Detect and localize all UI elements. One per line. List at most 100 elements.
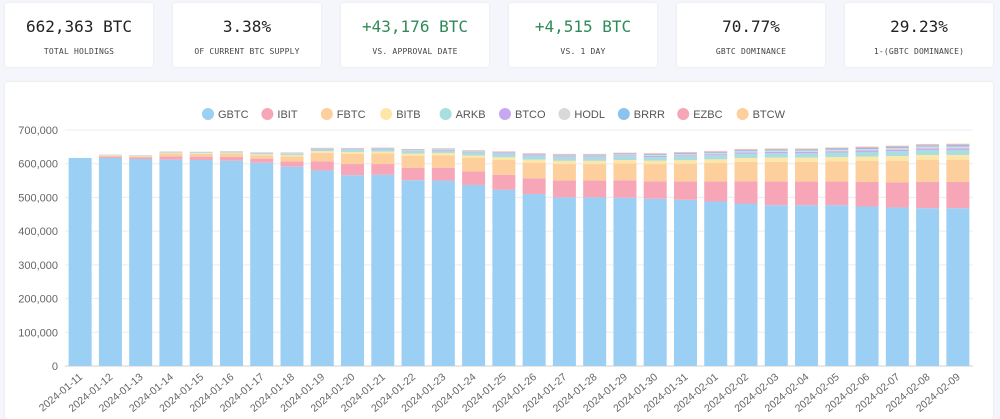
bar-segment-brrr[interactable]: [825, 148, 849, 150]
bar-segment-bitb[interactable]: [341, 151, 365, 154]
bar-segment-btco[interactable]: [916, 148, 940, 150]
bar-segment-ezbc[interactable]: [885, 145, 909, 147]
bar-segment-brrr[interactable]: [431, 148, 455, 150]
bar-segment-gbtc[interactable]: [704, 201, 728, 366]
bar-segment-btco[interactable]: [492, 153, 516, 155]
legend-label-brrr[interactable]: BRRR: [634, 109, 665, 121]
bar-segment-hodl[interactable]: [916, 146, 940, 149]
legend-label-gbtc[interactable]: GBTC: [218, 109, 249, 121]
bar-segment-arkb[interactable]: [462, 152, 486, 156]
legend-label-ezbc[interactable]: EZBC: [693, 109, 722, 121]
bar-segment-fbtc[interactable]: [431, 155, 455, 168]
bar-segment-hodl[interactable]: [795, 150, 819, 152]
bar-segment-fbtc[interactable]: [734, 162, 758, 182]
bar-segment-ibit[interactable]: [431, 167, 455, 181]
bar-segment-gbtc[interactable]: [68, 157, 92, 366]
legend-swatch[interactable]: [499, 108, 511, 120]
bar-segment-arkb[interactable]: [946, 149, 970, 155]
bar-segment-arkb[interactable]: [916, 149, 940, 155]
bar-segment-brrr[interactable]: [583, 154, 607, 156]
bar-segment-gbtc[interactable]: [825, 205, 849, 366]
bar-segment-ezbc[interactable]: [764, 148, 788, 150]
bar-segment-ezbc[interactable]: [734, 149, 758, 151]
legend-label-bitb[interactable]: BITB: [396, 109, 420, 121]
bar-segment-arkb[interactable]: [250, 153, 274, 155]
bar-segment-ezbc[interactable]: [643, 153, 667, 154]
bar-segment-hodl[interactable]: [341, 148, 365, 150]
bar-segment-hodl[interactable]: [946, 146, 970, 149]
bar-segment-gbtc[interactable]: [310, 170, 334, 366]
bar-segment-gbtc[interactable]: [431, 180, 455, 366]
bar-segment-arkb[interactable]: [885, 151, 909, 157]
bar-segment-ibit[interactable]: [885, 182, 909, 208]
bar-segment-gbtc[interactable]: [371, 174, 395, 366]
bar-segment-arkb[interactable]: [673, 156, 697, 161]
bar-segment-arkb[interactable]: [219, 151, 243, 153]
bar-segment-btco[interactable]: [462, 152, 486, 153]
bar-segment-hodl[interactable]: [552, 155, 576, 157]
bar-segment-hodl[interactable]: [492, 152, 516, 154]
bar-segment-bitb[interactable]: [855, 156, 879, 162]
bar-segment-btco[interactable]: [643, 155, 667, 157]
bar-segment-fbtc[interactable]: [855, 161, 879, 182]
bar-segment-fbtc[interactable]: [613, 163, 637, 181]
bar-segment-ibit[interactable]: [371, 164, 395, 175]
bar-segment-bitb[interactable]: [946, 154, 970, 160]
bar-segment-arkb[interactable]: [371, 149, 395, 152]
bar-segment-brrr[interactable]: [552, 154, 576, 156]
bar-segment-fbtc[interactable]: [522, 162, 546, 179]
bar-segment-brrr[interactable]: [401, 149, 425, 151]
bar-segment-brrr[interactable]: [643, 153, 667, 155]
bar-segment-btco[interactable]: [431, 149, 455, 151]
bar-segment-btco[interactable]: [825, 151, 849, 153]
bar-segment-arkb[interactable]: [734, 153, 758, 158]
bar-segment-btco[interactable]: [673, 155, 697, 157]
bar-segment-bitb[interactable]: [673, 160, 697, 164]
bar-segment-bitb[interactable]: [734, 157, 758, 163]
bar-segment-fbtc[interactable]: [673, 163, 697, 182]
legend-swatch[interactable]: [380, 108, 393, 120]
bar-segment-arkb[interactable]: [280, 153, 304, 155]
bar-segment-brrr[interactable]: [885, 146, 909, 149]
bar-segment-bitb[interactable]: [189, 153, 213, 154]
bar-segment-gbtc[interactable]: [552, 197, 576, 366]
bar-segment-ibit[interactable]: [250, 158, 274, 163]
bar-segment-brrr[interactable]: [492, 152, 516, 153]
bar-segment-btco[interactable]: [613, 155, 637, 157]
bar-segment-fbtc[interactable]: [159, 153, 183, 157]
bar-segment-gbtc[interactable]: [795, 205, 819, 366]
bar-segment-ibit[interactable]: [159, 156, 183, 160]
bar-segment-ibit[interactable]: [583, 180, 607, 198]
bar-segment-ibit[interactable]: [552, 180, 576, 198]
legend-swatch[interactable]: [261, 108, 274, 120]
bar-segment-ibit[interactable]: [98, 156, 122, 158]
bar-segment-ezbc[interactable]: [583, 154, 607, 155]
bar-segment-ibit[interactable]: [401, 167, 425, 181]
bar-segment-fbtc[interactable]: [250, 155, 274, 159]
bar-segment-bitb[interactable]: [462, 155, 486, 158]
bar-segment-ibit[interactable]: [734, 181, 758, 204]
bar-segment-bitb[interactable]: [310, 151, 334, 153]
bar-segment-bitb[interactable]: [885, 156, 909, 161]
bar-segment-hodl[interactable]: [855, 149, 879, 151]
bar-segment-fbtc[interactable]: [825, 161, 849, 182]
bar-segment-fbtc[interactable]: [946, 159, 970, 182]
bar-segment-btco[interactable]: [371, 149, 395, 150]
bar-segment-gbtc[interactable]: [219, 160, 243, 366]
bar-segment-btco[interactable]: [946, 148, 970, 150]
bar-segment-gbtc[interactable]: [643, 198, 667, 366]
bar-segment-brrr[interactable]: [764, 149, 788, 151]
bar-segment-bitb[interactable]: [552, 160, 576, 165]
bar-segment-btco[interactable]: [401, 150, 425, 152]
legend-label-btco[interactable]: BTCO: [515, 109, 546, 121]
bar-segment-hodl[interactable]: [704, 152, 728, 155]
bar-segment-gbtc[interactable]: [250, 162, 274, 366]
bar-segment-arkb[interactable]: [522, 156, 546, 160]
bar-segment-ezbc[interactable]: [916, 144, 940, 146]
bar-segment-hodl[interactable]: [583, 155, 607, 157]
bar-segment-fbtc[interactable]: [795, 161, 819, 182]
legend-swatch[interactable]: [558, 108, 571, 120]
bar-segment-gbtc[interactable]: [613, 197, 637, 366]
bar-segment-ezbc[interactable]: [673, 152, 697, 154]
bar-segment-gbtc[interactable]: [341, 175, 365, 366]
